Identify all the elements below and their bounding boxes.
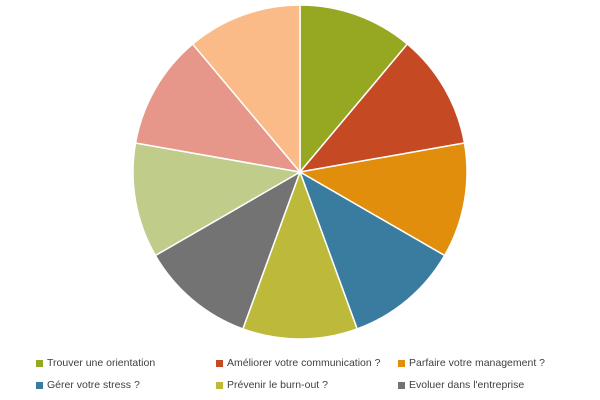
pie-slice-7 <box>132 142 301 257</box>
legend-swatch-ameliorer-votre-communication <box>216 359 223 367</box>
legend-label-gerer-votre-stress: Gérer votre stress ? <box>47 379 140 391</box>
pie-slice-8 <box>134 43 301 173</box>
legend-swatch-prevenir-le-burn-out <box>216 381 223 389</box>
pie-slice-prevenir-le-burn-out <box>242 171 358 340</box>
legend-label-evoluer-dans-l-entreprise: Evoluer dans l'entreprise <box>409 379 525 391</box>
pie-slice-9 <box>191 4 301 173</box>
pie-slice-evoluer-dans-l-entreprise <box>154 171 301 330</box>
legend-label-trouver-une-orientation: Trouver une orientation <box>47 357 156 369</box>
legend-label-parfaire-votre-management: Parfaire votre management ? <box>409 357 545 369</box>
legend-swatch-gerer-votre-stress <box>36 381 43 389</box>
legend-entry-trouver-une-orientation: Trouver une orientation <box>36 355 155 371</box>
legend-swatch-trouver-une-orientation <box>36 359 43 367</box>
legend-label-prevenir-le-burn-out: Prévenir le burn-out ? <box>227 379 328 391</box>
chart-legend: Trouver une orientation Améliorer votre … <box>36 355 596 395</box>
legend-entry-gerer-votre-stress: Gérer votre stress ? <box>36 377 140 393</box>
legend-entry-ameliorer-votre-communication: Améliorer votre communication ? <box>216 355 380 371</box>
pie-plot-area <box>132 4 468 340</box>
legend-entry-evoluer-dans-l-entreprise: Evoluer dans l'entreprise <box>398 377 524 393</box>
legend-swatch-evoluer-dans-l-entreprise <box>398 381 405 389</box>
legend-swatch-parfaire-votre-management <box>398 359 405 367</box>
pie-slice-ameliorer-votre-communication <box>299 43 466 173</box>
pie-slice-gerer-votre-stress <box>299 171 446 330</box>
pie-slice-trouver-une-orientation <box>299 4 409 173</box>
legend-entry-prevenir-le-burn-out: Prévenir le burn-out ? <box>216 377 328 393</box>
legend-label-ameliorer-votre-communication: Améliorer votre communication ? <box>227 357 381 369</box>
legend-entry-parfaire-votre-management: Parfaire votre management ? <box>398 355 545 371</box>
pie-slice-parfaire-votre-management <box>299 142 468 257</box>
